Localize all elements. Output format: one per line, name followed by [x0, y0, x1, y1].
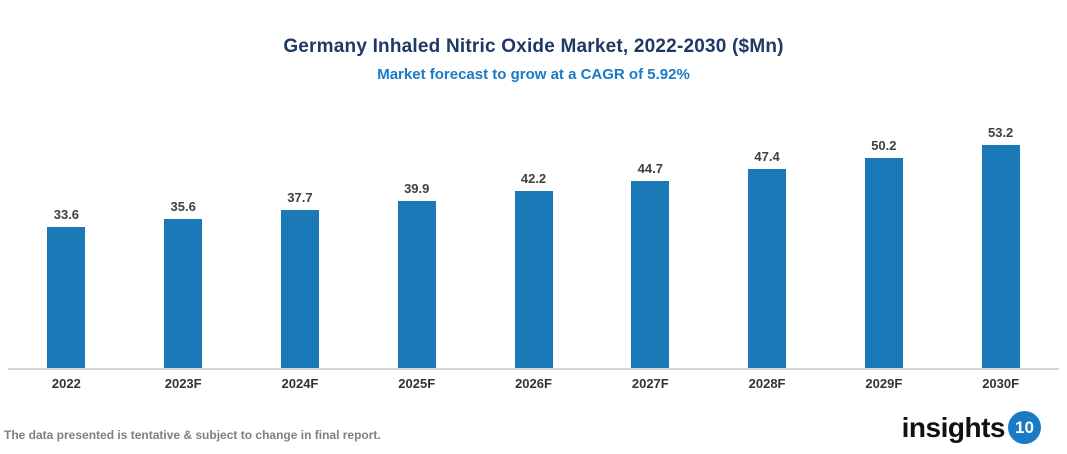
- bar-value-label: 42.2: [520, 171, 547, 186]
- bar: [164, 219, 203, 368]
- x-tick-label: 2025F: [398, 376, 436, 391]
- bar: [748, 169, 787, 368]
- x-tick-label: 2024F: [281, 376, 319, 391]
- logo-wordmark: insights: [901, 411, 1006, 443]
- x-tick-label: 2026F: [515, 376, 552, 391]
- x-tick-label: 2027F: [631, 376, 669, 391]
- bar-column: 53.2: [942, 125, 1059, 368]
- x-axis-line: [8, 368, 1059, 370]
- x-axis-labels: 2022 2023F 2024F 2025F 2026F 2027F 2028F 2029F 2…: [8, 376, 1059, 391]
- bar-column: 50.2: [825, 138, 942, 368]
- x-tick-label: 2030F: [982, 376, 1020, 391]
- insights10-logo: insights 10: [902, 411, 1041, 444]
- bar-value-label: 50.2: [871, 138, 897, 153]
- bar-column: 37.7: [242, 190, 359, 368]
- bar-column: 47.4: [709, 149, 826, 368]
- bar-column: 42.2: [475, 171, 592, 368]
- bar-value-label: 35.6: [170, 199, 196, 214]
- x-tick-label: 2029F: [865, 376, 903, 391]
- bar-column: 35.6: [125, 199, 242, 368]
- bar-value-label: 53.2: [987, 125, 1014, 140]
- bar: [981, 145, 1020, 368]
- bar-value-label: 44.7: [637, 161, 663, 176]
- chart-subtitle: Market forecast to grow at a CAGR of 5.9…: [377, 66, 690, 83]
- bar: [631, 181, 670, 368]
- bar: [397, 201, 436, 368]
- logo-badge-10: 10: [1008, 411, 1041, 444]
- x-tick-label: 2028F: [748, 376, 786, 391]
- bar-chart: 33.6 35.6 37.7 39.9 42.2 44.7 47.4 50.2 53.2 202…: [8, 123, 1059, 391]
- bar-column: 44.7: [592, 161, 709, 368]
- bar-value-label: 39.9: [404, 181, 430, 196]
- bar-column: 39.9: [358, 181, 475, 368]
- x-tick-label: 2023F: [164, 376, 202, 391]
- bar: [47, 227, 86, 368]
- bar: [280, 210, 319, 368]
- disclaimer-text: The data presented is tentative & subjec…: [4, 428, 381, 442]
- plot-area: 33.6 35.6 37.7 39.9 42.2 44.7 47.4 50.2 53.2: [8, 123, 1059, 368]
- chart-title: Germany Inhaled Nitric Oxide Market, 202…: [283, 36, 784, 57]
- bar-value-label: 33.6: [53, 207, 80, 222]
- bar-column: 33.6: [8, 207, 125, 368]
- bar-value-label: 37.7: [287, 190, 313, 205]
- x-tick-label: 2022: [51, 376, 81, 391]
- bar: [864, 158, 903, 368]
- bar: [514, 191, 553, 368]
- bar-value-label: 47.4: [754, 149, 780, 164]
